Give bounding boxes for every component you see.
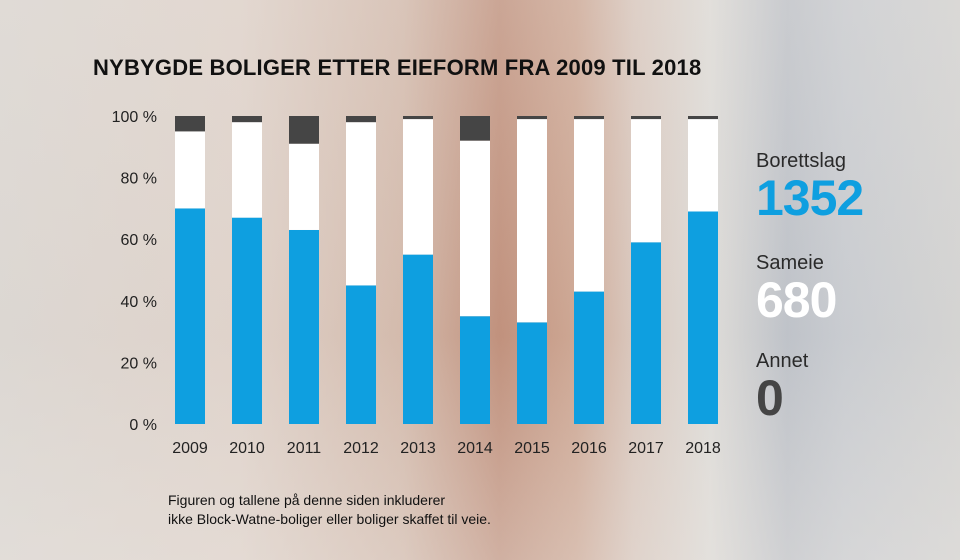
y-tick-label: 20 % xyxy=(121,355,157,372)
bar-annet-2009 xyxy=(175,116,205,132)
x-tick-label: 2014 xyxy=(457,440,493,457)
legend-borettslag-label: Borettslag xyxy=(756,150,847,172)
x-tick-label: 2012 xyxy=(343,440,379,457)
bar-annet-2017 xyxy=(631,116,661,120)
bar-annet-2010 xyxy=(232,116,262,123)
bar-annet-2013 xyxy=(403,116,433,120)
x-tick-label: 2009 xyxy=(172,440,208,457)
bar-sameie-2018 xyxy=(688,119,718,212)
bar-annet-2016 xyxy=(574,116,604,120)
bar-sameie-2009 xyxy=(175,131,205,209)
y-tick-label: 80 % xyxy=(121,171,157,188)
x-tick-label: 2017 xyxy=(628,440,664,457)
bar-borettslag-2011 xyxy=(289,229,319,424)
bar-borettslag-2016 xyxy=(574,291,604,424)
bar-borettslag-2015 xyxy=(517,322,547,424)
x-tick-label: 2018 xyxy=(685,440,721,457)
bar-borettslag-2017 xyxy=(631,242,661,424)
footnote-line-1: Figuren og tallene på denne siden inklud… xyxy=(168,492,446,508)
bar-sameie-2015 xyxy=(517,119,547,323)
legend-borettslag: Borettslag 1352 xyxy=(756,150,864,226)
x-tick-label: 2016 xyxy=(571,440,607,457)
legend-sameie: Sameie 680 xyxy=(756,252,837,328)
bar-sameie-2016 xyxy=(574,119,604,292)
legend-sameie-value: 680 xyxy=(756,272,837,328)
bar-borettslag-2012 xyxy=(346,285,376,424)
bar-sameie-2013 xyxy=(403,119,433,255)
bar-annet-2012 xyxy=(346,116,376,123)
bar-annet-2011 xyxy=(289,116,319,144)
bar-annet-2015 xyxy=(517,116,547,120)
bar-borettslag-2009 xyxy=(175,208,205,424)
legend-sameie-label: Sameie xyxy=(756,252,824,274)
y-tick-label: 60 % xyxy=(121,232,157,249)
bar-sameie-2011 xyxy=(289,143,319,230)
bar-sameie-2012 xyxy=(346,122,376,286)
x-tick-label: 2011 xyxy=(287,440,322,457)
y-tick-label: 100 % xyxy=(112,109,157,126)
x-tick-label: 2010 xyxy=(229,440,265,457)
bar-annet-2018 xyxy=(688,116,718,120)
x-tick-label: 2013 xyxy=(400,440,436,457)
legend-borettslag-value: 1352 xyxy=(756,170,864,226)
legend-annet: Annet 0 xyxy=(756,350,808,423)
footnote: Figuren og tallene på denne siden inklud… xyxy=(168,491,491,529)
y-tick-label: 40 % xyxy=(121,294,157,311)
bar-borettslag-2014 xyxy=(460,316,490,424)
x-tick-label: 2015 xyxy=(514,440,550,457)
bar-sameie-2017 xyxy=(631,119,661,243)
legend-annet-label: Annet xyxy=(756,350,809,372)
bar-borettslag-2013 xyxy=(403,254,433,424)
bar-sameie-2014 xyxy=(460,140,490,317)
y-tick-label: 0 % xyxy=(129,417,157,434)
bar-sameie-2010 xyxy=(232,122,262,218)
bar-borettslag-2018 xyxy=(688,211,718,424)
bar-borettslag-2010 xyxy=(232,217,262,424)
footnote-line-2: ikke Block-Watne-boliger eller boliger s… xyxy=(168,511,491,527)
bar-annet-2014 xyxy=(460,116,490,141)
chart-title: NYBYGDE BOLIGER ETTER EIEFORM FRA 2009 T… xyxy=(93,55,702,80)
legend-annet-value: 0 xyxy=(756,370,784,426)
